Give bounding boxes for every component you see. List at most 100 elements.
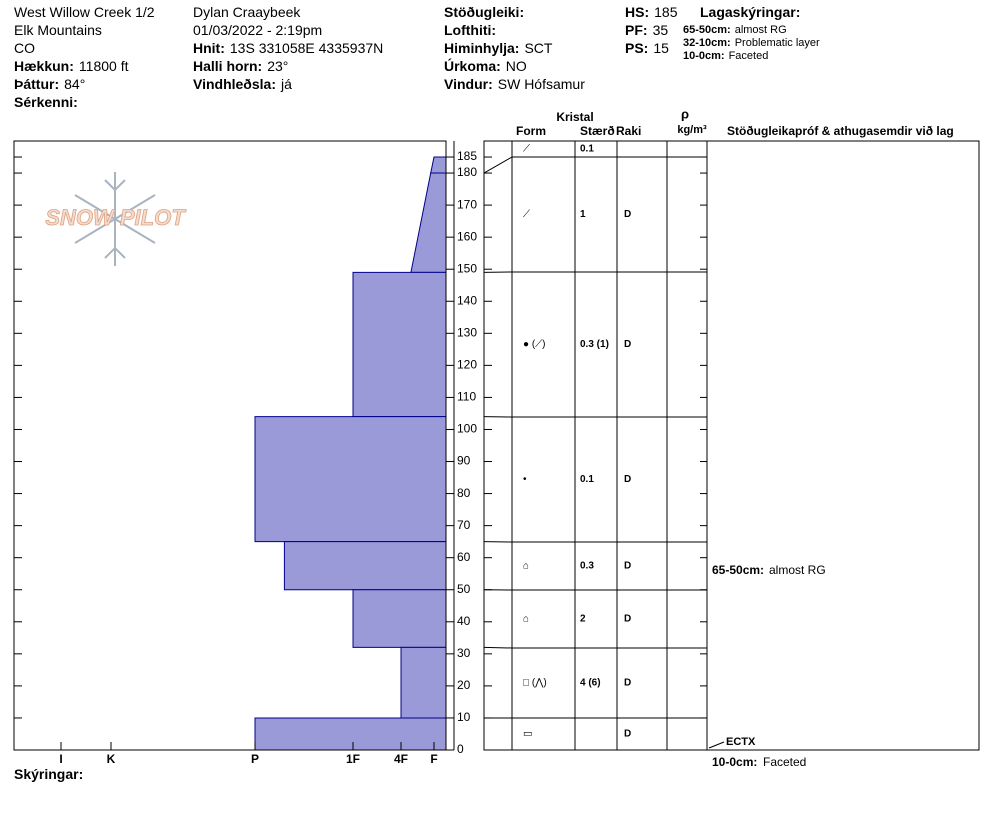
table-frame	[483, 140, 980, 751]
label: Þáttur:	[14, 76, 60, 92]
th: ρ	[681, 106, 689, 121]
label: 10-0cm:	[683, 50, 725, 62]
profile	[254, 156, 447, 751]
y-tick-label: 70	[457, 518, 471, 532]
field: PS: 15	[625, 40, 669, 56]
y-tick-label: 50	[457, 582, 471, 596]
value: SCT	[524, 40, 553, 56]
y-tick-label: 10	[457, 710, 471, 724]
grain-form: □ (⋀)	[523, 678, 547, 689]
grain-size: 1	[580, 209, 586, 220]
moisture: D	[624, 678, 631, 689]
grain-form: ⌂	[523, 614, 529, 625]
value: já	[280, 76, 292, 92]
th: Stöðugleikapróf & athugasemdir við lag	[727, 124, 954, 138]
value: almost RG	[734, 24, 787, 36]
grain-form: ⟋	[523, 209, 530, 220]
moisture: D	[624, 561, 631, 572]
field: Hnit: 13S 331058E 4335937N	[193, 40, 383, 56]
x-tick-label: P	[251, 752, 259, 766]
grain-form: ▭	[523, 729, 532, 740]
field: Lofthiti:	[444, 22, 501, 38]
grain-form: ● (⟋)	[523, 339, 545, 350]
y-tick-label: 80	[457, 486, 471, 500]
note: 32-10cm: Problematic layer	[683, 37, 820, 50]
grain-size: 0.1	[580, 144, 594, 155]
comment-text: almost RG	[769, 563, 826, 577]
hardness-layer	[410, 172, 447, 273]
y-tick-label: 90	[457, 454, 471, 468]
footer: Skýringar:	[14, 766, 84, 782]
comment-label: 65-50cm:	[712, 563, 764, 577]
field: Halli horn: 23°	[193, 58, 288, 74]
test-result: ECTX	[726, 736, 756, 748]
hardness-layer	[352, 589, 447, 648]
location: West Willow Creek 1/2	[14, 4, 155, 20]
moisture: D	[624, 729, 631, 740]
label: 65-50cm:	[683, 24, 731, 36]
observer: Dylan Craaybeek	[193, 4, 301, 20]
grain-form: ⌂	[523, 561, 529, 572]
value: Problematic layer	[734, 37, 820, 49]
value: 84°	[64, 76, 86, 92]
th: kg/m³	[677, 124, 707, 136]
footnote-text: Faceted	[763, 755, 806, 769]
hardness-layer	[283, 541, 447, 591]
y-tick-label: 185	[457, 149, 477, 163]
grain-size: 0.3	[580, 561, 594, 572]
grain-size: 0.3 (1)	[580, 339, 609, 350]
field: Stöðugleiki:	[444, 4, 529, 20]
label: Hækkun:	[14, 58, 74, 74]
value: 23°	[267, 58, 289, 74]
label: Lofthiti:	[444, 22, 497, 38]
y-tick-label: 110	[457, 390, 476, 404]
y-tick-label: 120	[457, 358, 477, 372]
y-tick-label: 130	[457, 325, 477, 339]
hardness-layer	[400, 646, 447, 719]
x-tick-label: F	[430, 752, 437, 766]
field: Himinhylja: SCT	[444, 40, 552, 56]
footnote-label: 10-0cm:	[712, 755, 757, 769]
location: CO	[14, 40, 35, 56]
hardness-layer	[254, 416, 447, 543]
y-tick-label: 180	[457, 165, 477, 179]
label: Stöðugleiki:	[444, 4, 525, 20]
y-tick-label: 170	[457, 197, 477, 211]
th: Raki	[616, 124, 641, 138]
y-tick-label: 30	[457, 646, 471, 660]
field: Úrkoma: NO	[444, 58, 527, 74]
label: Himinhylja:	[444, 40, 520, 56]
label: PF:	[625, 22, 648, 38]
label: Úrkoma:	[444, 58, 501, 74]
field: Þáttur: 84°	[14, 76, 85, 92]
value: Faceted	[728, 50, 769, 62]
datetime: 01/03/2022 - 2:19pm	[193, 22, 323, 38]
value: SW Hófsamur	[497, 76, 585, 92]
x-tick-label: I	[59, 752, 62, 766]
field: Hækkun: 11800 ft	[14, 58, 128, 74]
label: Hnit:	[193, 40, 225, 56]
y-tick-label: 40	[457, 614, 471, 628]
grain-size: 4 (6)	[580, 678, 601, 689]
field: PF: 35	[625, 22, 668, 38]
value: 13S 331058E 4335937N	[229, 40, 384, 56]
hardness-layer	[430, 156, 447, 174]
grain-size: 2	[580, 614, 586, 625]
label: Halli horn:	[193, 58, 263, 74]
x-tick-label: 1F	[346, 752, 360, 766]
hardness-layer	[254, 717, 447, 751]
label: Vindhleðsla:	[193, 76, 276, 92]
value: 185	[654, 4, 678, 20]
label: 32-10cm:	[683, 37, 731, 49]
note: 10-0cm: Faceted	[683, 50, 768, 63]
y-tick-label: 140	[457, 293, 477, 307]
grain-size: 0.1	[580, 474, 594, 485]
moisture: D	[624, 339, 631, 350]
logo: SNOW PILOT	[45, 205, 186, 230]
th: Form	[516, 124, 546, 138]
x-tick-label: K	[107, 752, 116, 766]
field: Sérkenni:	[14, 94, 83, 110]
connector	[483, 646, 513, 649]
y-tick-label: 150	[457, 261, 477, 275]
